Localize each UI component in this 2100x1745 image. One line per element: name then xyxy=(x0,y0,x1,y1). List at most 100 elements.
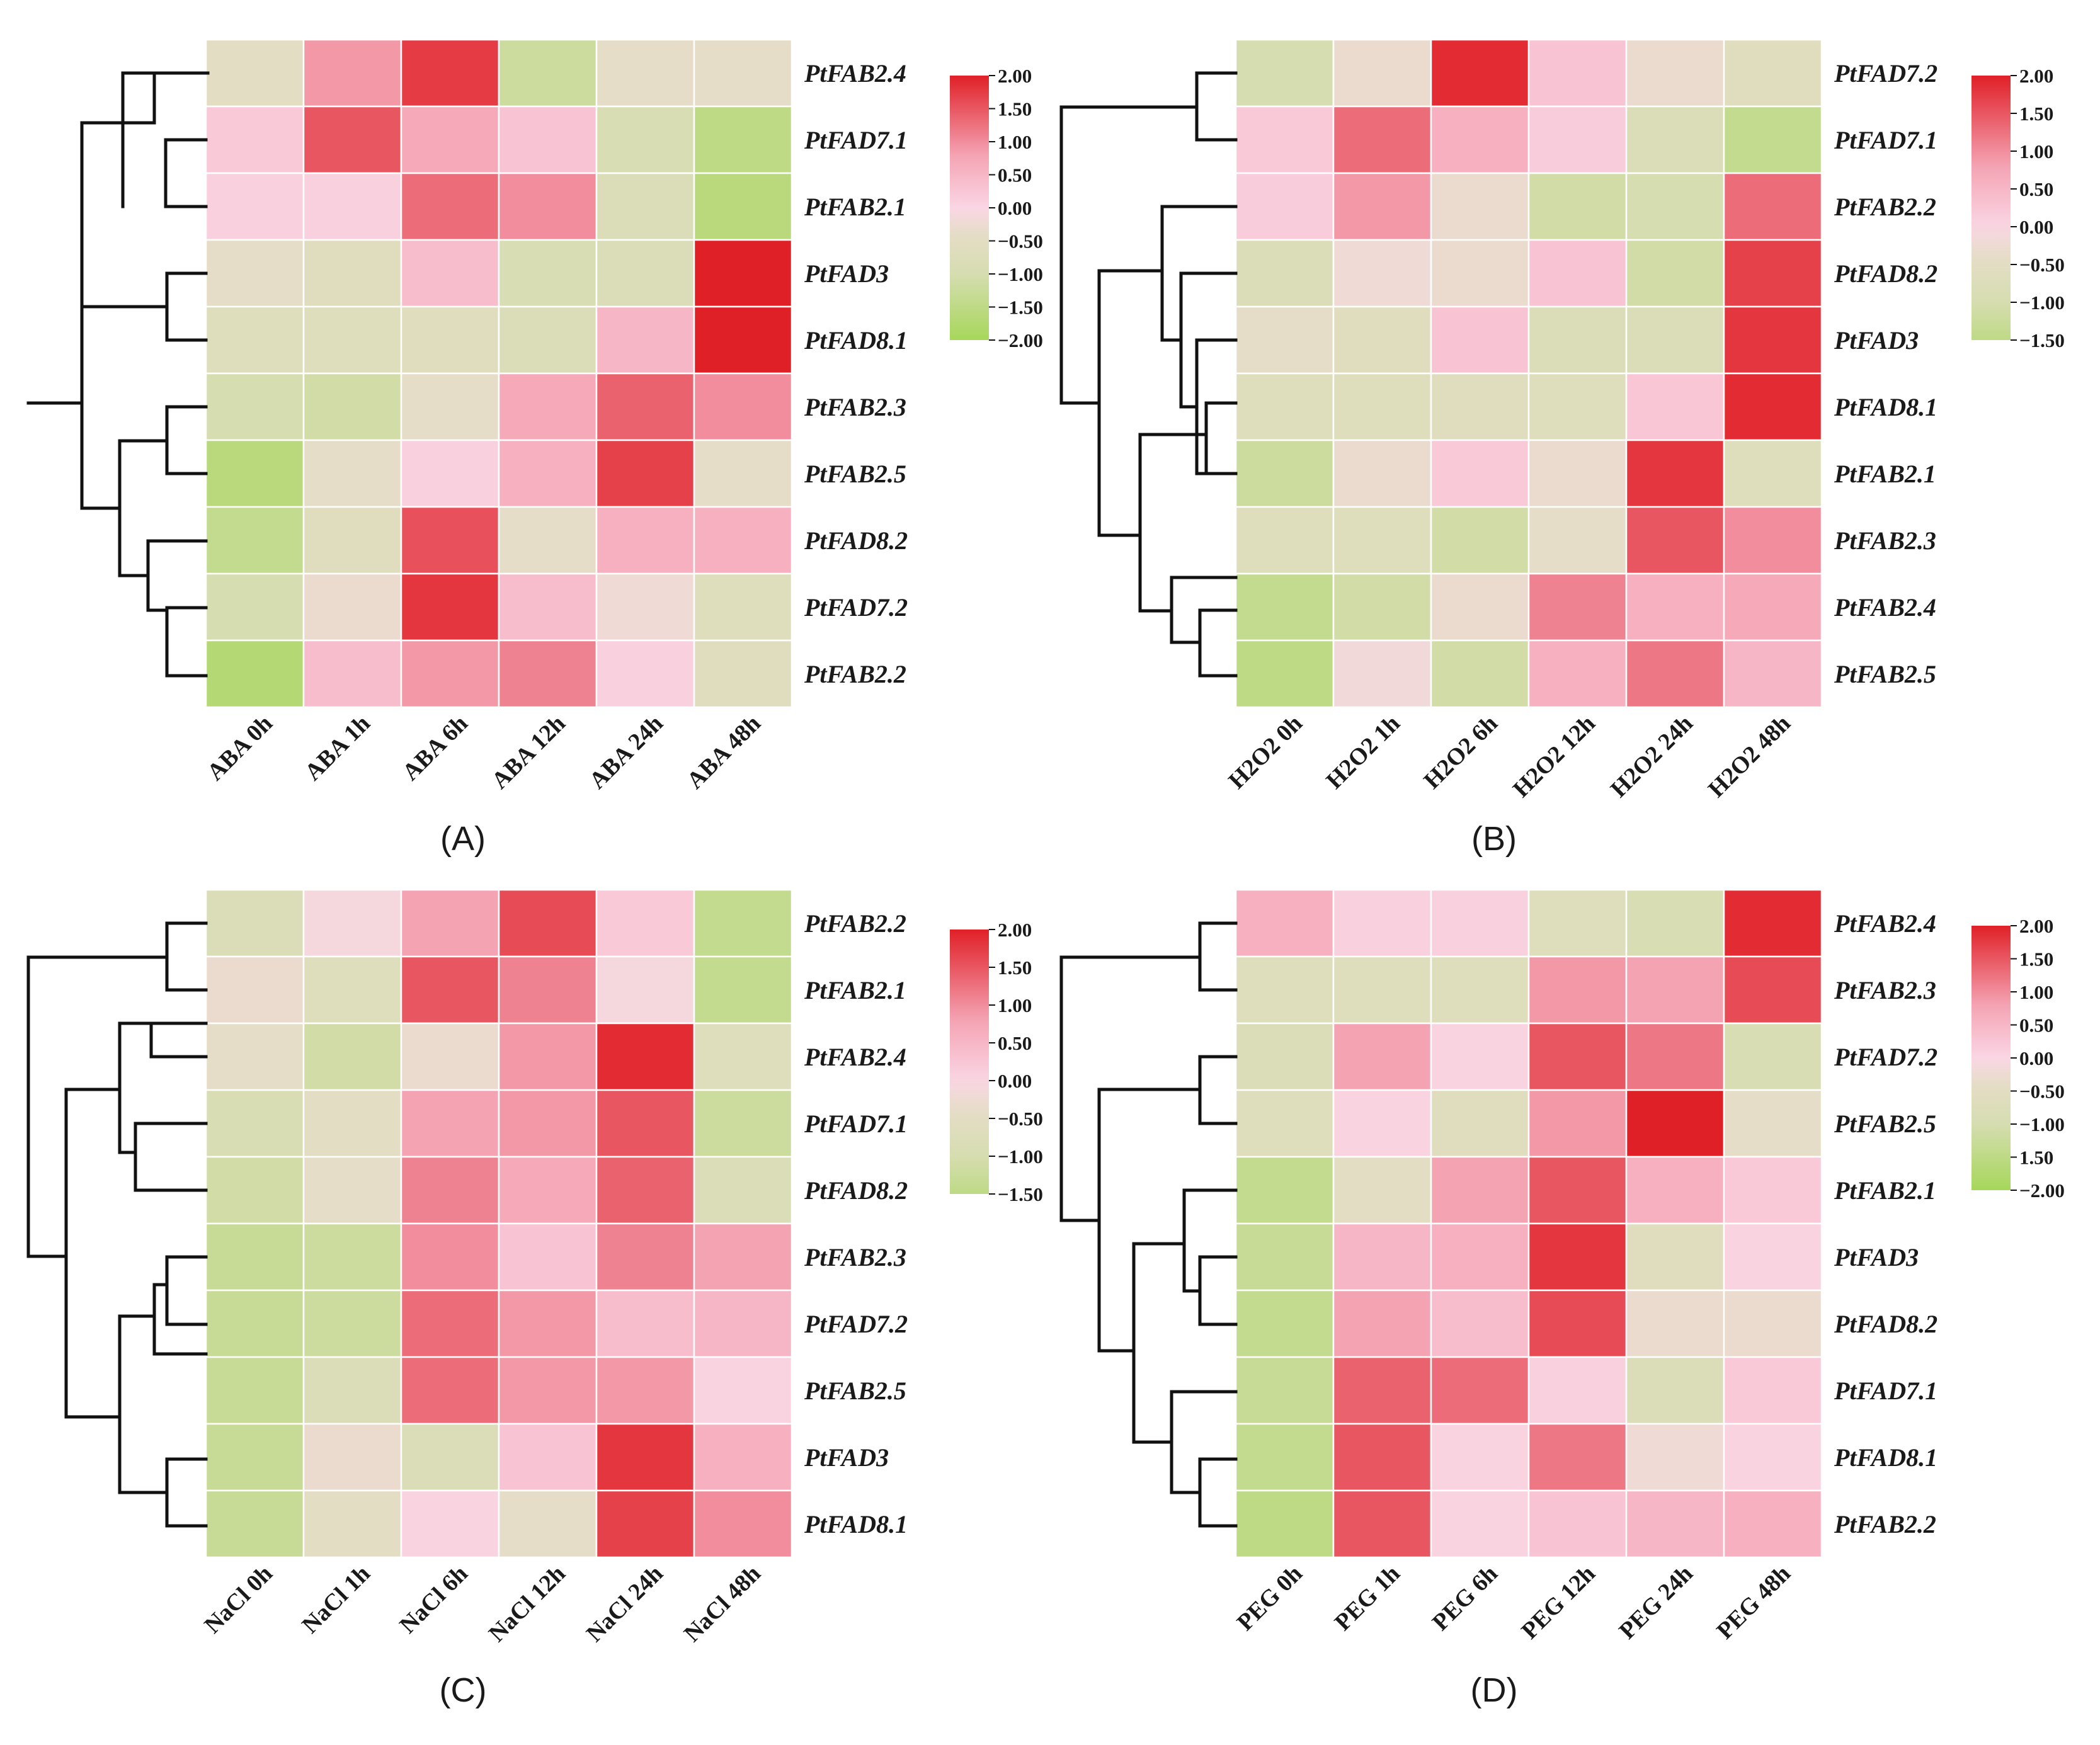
heatmap-cell xyxy=(302,1089,402,1158)
legend-tick-label: −1.00 xyxy=(2019,1113,2065,1135)
heatmap-cell xyxy=(400,1089,500,1158)
heatmap-cell xyxy=(498,1089,598,1158)
dendrogram-branch xyxy=(1160,205,1183,342)
dendrogram-branch xyxy=(26,921,208,1258)
heatmap-cell xyxy=(1723,506,1823,575)
legend-tick-label: 0.00 xyxy=(998,1070,1032,1092)
heatmap-cell xyxy=(302,572,402,642)
heatmap-cell xyxy=(302,305,402,375)
heatmap-cell xyxy=(302,889,402,958)
row-label: PtFAB2.2 xyxy=(804,909,906,938)
heatmap-cell xyxy=(1723,38,1823,108)
row-label: PtFAB2.5 xyxy=(804,460,906,488)
panel-label: (C) xyxy=(440,1671,487,1709)
row-label: PtFAB2.4 xyxy=(1834,909,1936,938)
heatmap-cell xyxy=(1625,1089,1725,1158)
row-label: PtFAD8.1 xyxy=(1834,393,1937,421)
heatmap-cell xyxy=(1235,1423,1335,1492)
heatmap-cell xyxy=(1723,1423,1823,1492)
dendrogram xyxy=(1059,921,1238,1528)
legend-tick-label: 1.00 xyxy=(998,131,1032,153)
legend-tick-label: −0.50 xyxy=(998,1108,1043,1130)
heatmap-cell xyxy=(400,105,500,174)
heatmap-cell xyxy=(693,439,793,508)
heatmap-cell xyxy=(1430,239,1530,308)
heatmap-cell xyxy=(1430,172,1530,241)
column-label: PEG 24h xyxy=(1614,1560,1698,1644)
color-scale-bar xyxy=(1972,76,2011,340)
dendrogram xyxy=(26,921,208,1528)
heatmap-cell xyxy=(205,1156,305,1225)
heatmap-cell xyxy=(1235,1089,1335,1158)
heatmap-cell xyxy=(595,372,695,441)
heatmap-cell xyxy=(498,955,598,1025)
legend-tick-label: 0.00 xyxy=(2019,216,2053,238)
heatmap-cell xyxy=(693,239,793,308)
heatmap-cell xyxy=(1723,1156,1823,1225)
heatmap-cell xyxy=(205,305,305,375)
legend-tick-label: −1.00 xyxy=(998,263,1043,285)
dendrogram-branch xyxy=(165,271,208,342)
column-label: ABA 1h xyxy=(300,710,375,786)
heatmap-cell xyxy=(595,1423,695,1492)
heatmap-cell xyxy=(400,1222,500,1292)
heatmap-cell xyxy=(205,105,305,174)
heatmap-cell xyxy=(693,1022,793,1091)
heatmap-cell xyxy=(302,239,402,308)
heatmap-cell xyxy=(1332,38,1432,108)
column-label: ABA 12h xyxy=(486,710,570,794)
column-label: NaCl 48h xyxy=(679,1560,766,1647)
heatmap-cell xyxy=(1723,372,1823,441)
heatmap-cell xyxy=(1527,1289,1628,1358)
dendrogram-branch xyxy=(118,1088,208,1192)
legend-tick-label: 0.50 xyxy=(998,1032,1032,1054)
legend-tick-label: −0.50 xyxy=(2019,254,2065,276)
dendrogram-branch xyxy=(149,1021,208,1059)
heatmap-cell xyxy=(205,172,305,241)
heatmap-cell xyxy=(693,639,793,708)
heatmap-cell xyxy=(595,639,695,708)
heatmap-cell xyxy=(595,889,695,958)
heatmap-cell xyxy=(498,439,598,508)
row-label: PtFAB2.1 xyxy=(804,193,906,221)
heatmap-cell xyxy=(1235,105,1335,174)
heatmap-cell xyxy=(595,572,695,642)
heatmap-cell xyxy=(205,639,305,708)
dendrogram-branch xyxy=(1179,338,1238,475)
heatmap-cell xyxy=(498,38,598,108)
heatmap-cell xyxy=(400,889,500,958)
heatmap-cell xyxy=(693,1222,793,1292)
legend-tick-label: −1.00 xyxy=(2019,292,2065,314)
heatmap-cell xyxy=(595,305,695,375)
column-label: ABA 6h xyxy=(397,710,473,786)
heatmap-cell xyxy=(498,172,598,241)
row-label: PtFAB2.4 xyxy=(1834,593,1936,622)
row-label: PtFAD8.1 xyxy=(804,1510,908,1538)
row-label: PtFAD7.1 xyxy=(804,126,908,154)
heatmap-cell xyxy=(205,239,305,308)
heatmap-cell xyxy=(693,172,793,241)
heatmap-cell xyxy=(498,572,598,642)
heatmap-cell xyxy=(1527,1423,1628,1492)
heatmap-cell xyxy=(1625,372,1725,441)
row-label: PtFAD3 xyxy=(1834,1243,1919,1271)
heatmap-cell xyxy=(1625,1022,1725,1091)
heatmap-cell xyxy=(302,1222,402,1292)
heatmap-cell xyxy=(400,239,500,308)
heatmap-cell xyxy=(595,1289,695,1358)
legend-tick-label: 1.00 xyxy=(998,994,1032,1016)
dendrogram xyxy=(26,71,210,678)
row-label: PtFAD7.1 xyxy=(1834,1377,1937,1405)
dendrogram-branch xyxy=(118,405,208,577)
column-label: ABA 0h xyxy=(202,710,278,786)
row-label: PtFAD8.2 xyxy=(1834,259,1937,288)
heatmap-cell xyxy=(1723,1222,1823,1292)
heatmap-cell xyxy=(1235,1022,1335,1091)
legend-tick-label: 0.50 xyxy=(2019,1015,2053,1037)
heatmap-cell xyxy=(1235,372,1335,441)
heatmap-cell xyxy=(1527,506,1628,575)
column-label: H2O2 12h xyxy=(1508,710,1601,803)
heatmap-cell xyxy=(400,305,500,375)
heatmap-cell xyxy=(1430,572,1530,642)
heatmap-cell xyxy=(1430,955,1530,1025)
